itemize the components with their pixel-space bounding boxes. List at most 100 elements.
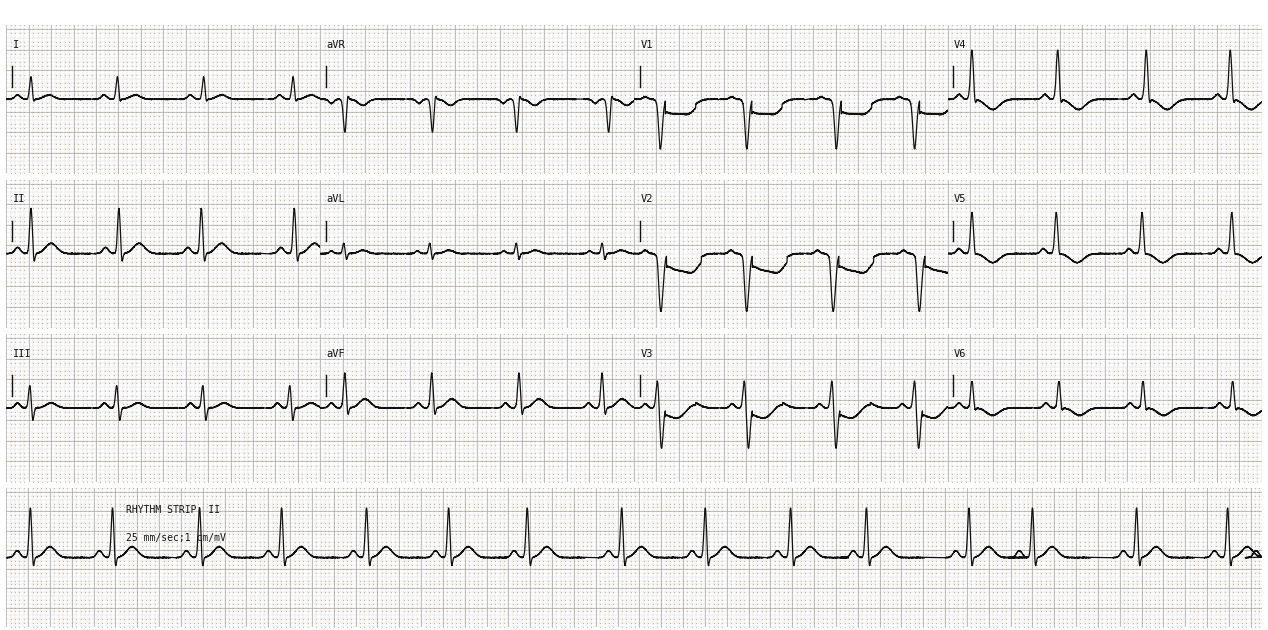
- Point: [668, 564, 689, 574]
- Point: [1036, 525, 1056, 536]
- Point: [548, 203, 568, 214]
- Point: [942, 25, 962, 35]
- Point: [44, 587, 65, 597]
- Point: [634, 507, 654, 517]
- Point: [262, 483, 283, 493]
- Point: [708, 583, 728, 593]
- Point: [145, 545, 165, 555]
- Point: [790, 41, 810, 51]
- Point: [77, 337, 98, 347]
- Point: [180, 298, 200, 308]
- Point: [1211, 461, 1231, 471]
- Point: [288, 314, 308, 324]
- Point: [1045, 358, 1065, 368]
- Point: [879, 607, 899, 617]
- Point: [314, 415, 335, 425]
- Point: [543, 69, 563, 79]
- Point: [55, 179, 75, 189]
- Point: [1006, 244, 1026, 255]
- Point: [1099, 119, 1120, 129]
- Point: [262, 607, 283, 617]
- Point: [1206, 576, 1226, 586]
- Point: [659, 452, 680, 462]
- Point: [148, 77, 169, 88]
- Point: [620, 541, 640, 551]
- Point: [359, 160, 379, 170]
- Point: [933, 195, 954, 205]
- Point: [1135, 337, 1155, 347]
- Point: [568, 595, 588, 605]
- Point: [233, 350, 254, 360]
- Point: [786, 491, 806, 501]
- Point: [799, 232, 819, 242]
- Point: [292, 261, 312, 271]
- Point: [668, 614, 689, 624]
- Point: [516, 522, 536, 532]
- Point: [5, 472, 25, 483]
- Point: [247, 399, 268, 409]
- Point: [445, 164, 465, 174]
- Point: [314, 123, 335, 133]
- Point: [700, 66, 720, 76]
- Point: [1050, 28, 1070, 38]
- Point: [417, 428, 437, 438]
- Point: [341, 391, 361, 401]
- Point: [87, 487, 108, 497]
- Point: [437, 503, 458, 513]
- Point: [808, 318, 828, 328]
- Point: [749, 298, 770, 308]
- Point: [117, 82, 137, 92]
- Point: [55, 420, 75, 430]
- Point: [5, 168, 25, 178]
- Point: [992, 282, 1012, 292]
- Point: [552, 420, 572, 430]
- Point: [893, 152, 913, 162]
- Point: [744, 318, 765, 328]
- Point: [279, 285, 299, 295]
- Point: [503, 353, 524, 364]
- Point: [233, 265, 254, 275]
- Point: [407, 541, 427, 551]
- Point: [446, 549, 467, 559]
- Point: [700, 57, 720, 67]
- Point: [14, 607, 34, 617]
- Point: [763, 119, 784, 129]
- Point: [122, 350, 142, 360]
- Point: [1140, 560, 1160, 570]
- Point: [498, 45, 519, 55]
- Point: [884, 106, 904, 117]
- Point: [721, 580, 742, 590]
- Point: [238, 82, 259, 92]
- Point: [396, 374, 416, 384]
- Point: [382, 168, 402, 178]
- Point: [1243, 323, 1263, 333]
- Point: [382, 411, 402, 421]
- Point: [664, 49, 685, 59]
- Point: [1153, 41, 1173, 51]
- Point: [1245, 518, 1265, 528]
- Point: [359, 378, 379, 388]
- Point: [1006, 302, 1026, 312]
- Point: [323, 318, 344, 328]
- Point: [301, 164, 321, 174]
- Point: [520, 602, 540, 612]
- Point: [1073, 477, 1093, 487]
- Point: [275, 618, 295, 628]
- Point: [1210, 507, 1230, 517]
- Point: [171, 456, 191, 466]
- Point: [1099, 337, 1120, 347]
- Point: [969, 411, 989, 421]
- Point: [221, 147, 241, 158]
- Point: [1050, 452, 1070, 462]
- Point: [1225, 139, 1245, 149]
- Point: [786, 556, 806, 566]
- Point: [749, 224, 770, 234]
- Point: [656, 253, 676, 263]
- Point: [516, 391, 536, 401]
- Point: [997, 522, 1017, 532]
- Point: [1179, 420, 1200, 430]
- Point: [233, 306, 254, 316]
- Point: [1207, 323, 1227, 333]
- Point: [1083, 503, 1103, 513]
- Point: [951, 69, 971, 79]
